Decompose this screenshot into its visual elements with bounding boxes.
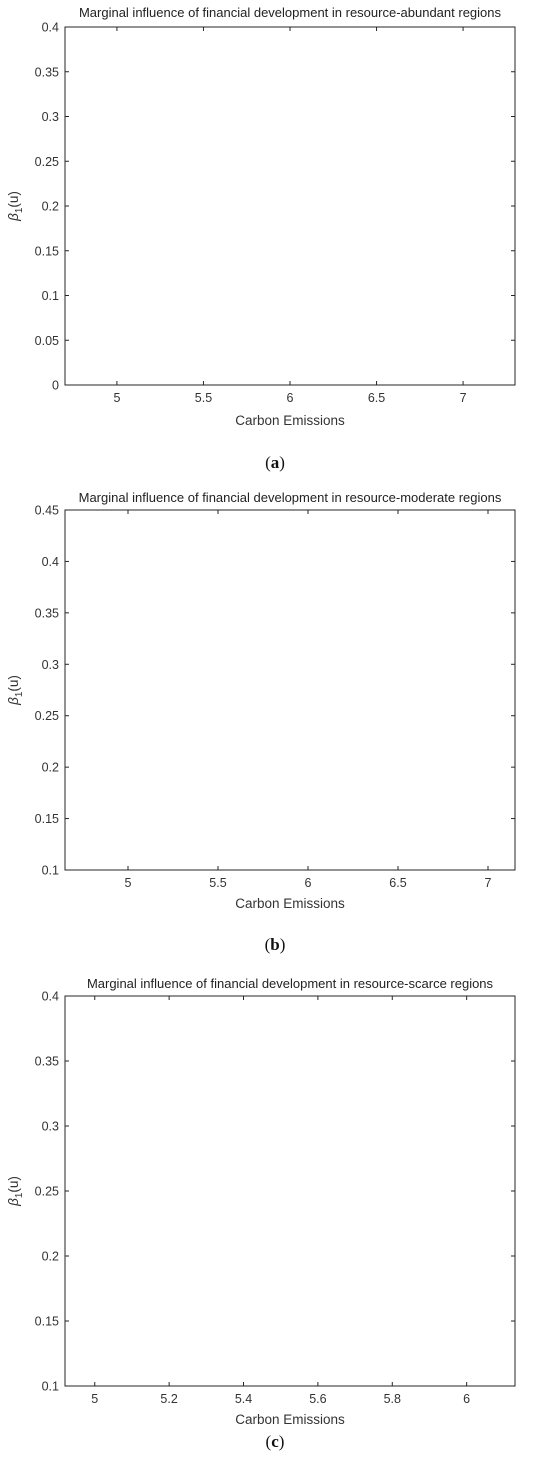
y-axis-label-tail: (u) <box>6 1176 21 1193</box>
y-tick-label: 0.2 <box>42 1250 59 1264</box>
y-tick-label: 0.1 <box>42 864 59 878</box>
y-tick-label: 0.4 <box>42 555 59 569</box>
x-tick-label: 5.8 <box>384 1392 401 1406</box>
x-tick-label: 6.5 <box>368 391 385 405</box>
panel-caption-letter: c <box>271 1432 279 1451</box>
y-tick-label: 0.3 <box>42 658 59 672</box>
x-tick-label: 5.2 <box>160 1392 177 1406</box>
y-tick-label: 0.25 <box>35 1185 59 1199</box>
y-tick-label: 0.45 <box>35 504 59 518</box>
axes-frame <box>64 509 516 871</box>
y-tick-label: 0.35 <box>35 1055 59 1069</box>
y-axis-label-sub: 1 <box>14 691 25 697</box>
y-tick-label: 0.35 <box>35 606 59 620</box>
panel-caption: (c) <box>266 1432 285 1451</box>
x-tick-label: 7 <box>460 391 467 405</box>
y-axis-label-tail: (u) <box>6 675 21 692</box>
x-tick-label: 7 <box>485 876 492 890</box>
x-tick-label: 5 <box>125 876 132 890</box>
y-tick-label: 0 <box>52 379 59 393</box>
x-tick-label: 6 <box>287 391 294 405</box>
x-tick-label: 5.4 <box>235 1392 252 1406</box>
y-tick-label: 0.05 <box>35 334 59 348</box>
y-axis-label-base: β <box>6 1198 21 1207</box>
y-axis-label-base: β <box>6 697 21 706</box>
y-axis-label-sub: 1 <box>14 1192 25 1198</box>
panel-caption-letter: a <box>271 453 280 472</box>
x-axis-label: Carbon Emissions <box>235 413 345 428</box>
y-tick-label: 0.4 <box>42 990 59 1004</box>
y-tick-label: 0.1 <box>42 1380 59 1394</box>
y-tick-label: 0.25 <box>35 709 59 723</box>
y-axis-label: β1(u) <box>6 1176 25 1207</box>
y-tick-label: 0.4 <box>42 21 59 35</box>
y-axis-label: β1(u) <box>6 191 25 222</box>
panel-caption-letter: b <box>270 935 279 954</box>
y-tick-label: 0.15 <box>35 812 59 826</box>
y-tick-label: 0.1 <box>42 289 59 303</box>
axes-frame <box>64 26 516 386</box>
chart-title: Marginal influence of financial developm… <box>79 5 502 20</box>
y-tick-label: 0.3 <box>42 1120 59 1134</box>
y-tick-label: 0.15 <box>35 244 59 258</box>
x-tick-label: 5.6 <box>309 1392 326 1406</box>
y-tick-label: 0.2 <box>42 200 59 214</box>
x-tick-label: 6.5 <box>389 876 406 890</box>
x-tick-label: 5.5 <box>195 391 212 405</box>
y-tick-label: 0.35 <box>35 65 59 79</box>
y-axis-label-sub: 1 <box>14 207 25 213</box>
y-axis-label: β1(u) <box>6 675 25 706</box>
x-axis-label: Carbon Emissions <box>235 1412 345 1427</box>
panel-caption: (b) <box>265 935 286 954</box>
y-axis-label-tail: (u) <box>6 191 21 208</box>
y-tick-label: 0.25 <box>35 155 59 169</box>
chart-c: 5 5.2 5.4 5.6 5.8 6 0.1 0.15 0.2 0.25 0.3 0.35 0.4 Ma… <box>6 976 516 1451</box>
panel-caption: (a) <box>265 453 285 472</box>
chart-a: 5 5.5 6 6.5 7 0 0.05 0.1 0.15 0.2 0.25 0.3 0.35 0.4 Ma… <box>6 5 516 472</box>
chart-title: Marginal influence of financial developm… <box>79 490 502 505</box>
chart-b: 5 5.5 6 6.5 7 0.1 0.15 0.2 0.25 0.3 0.35 0.4 0.45 Mar… <box>6 490 516 954</box>
x-tick-label: 6 <box>463 1392 470 1406</box>
y-tick-label: 0.15 <box>35 1315 59 1329</box>
x-tick-label: 6 <box>305 876 312 890</box>
chart-title: Marginal influence of financial developm… <box>87 976 494 991</box>
y-tick-label: 0.2 <box>42 761 59 775</box>
x-axis-label: Carbon Emissions <box>235 896 345 911</box>
x-tick-label: 5.5 <box>209 876 226 890</box>
x-tick-label: 5 <box>113 391 120 405</box>
y-axis-label-base: β <box>6 213 21 222</box>
axes-frame <box>64 995 516 1387</box>
x-tick-label: 5 <box>91 1392 98 1406</box>
y-tick-label: 0.3 <box>42 110 59 124</box>
